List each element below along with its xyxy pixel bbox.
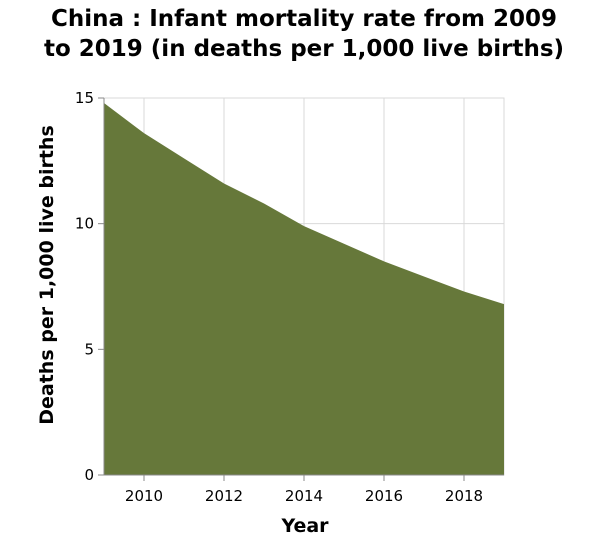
x-tick-label: 2012 <box>205 487 243 505</box>
x-tick-label: 2014 <box>285 487 323 505</box>
x-tick-label: 2018 <box>445 487 483 505</box>
x-tick-label: 2010 <box>125 487 163 505</box>
chart-title: China : Infant mortality rate from 2009 t… <box>43 6 565 62</box>
y-tick-label: 10 <box>75 215 94 233</box>
x-axis-label: Year <box>281 515 329 537</box>
y-tick-label: 5 <box>84 340 94 358</box>
y-tick-label: 15 <box>75 89 94 107</box>
y-tick-label: 0 <box>84 466 94 484</box>
x-tick-label: 2016 <box>365 487 403 505</box>
area-series <box>104 103 504 475</box>
